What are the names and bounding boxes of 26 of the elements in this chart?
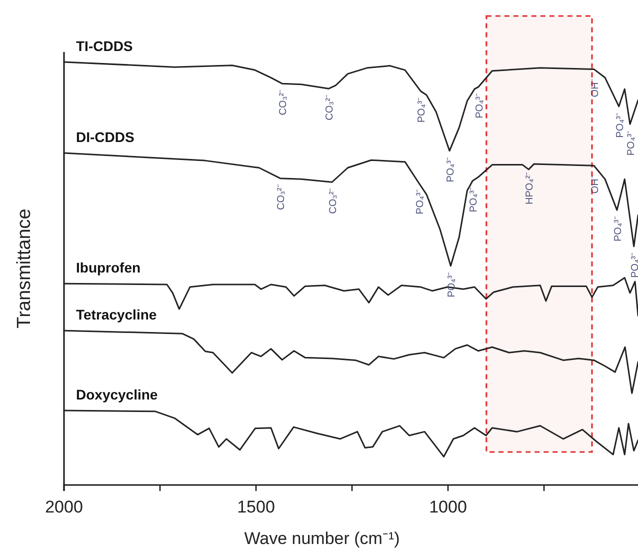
annotation: PO₄³⁻ xyxy=(626,130,638,156)
x-tick-label: 2000 xyxy=(45,498,83,517)
annotation: HPO₄²⁻ xyxy=(524,171,536,204)
annotation: PO₄³⁻ xyxy=(446,156,457,182)
annotation: CO₃²⁻ xyxy=(278,88,290,116)
y-axis-title: Transmittance xyxy=(14,208,35,328)
series-label: Doxycycline xyxy=(76,386,158,403)
x-tick-label: 1000 xyxy=(429,498,467,517)
annotation: PO₄³⁻ xyxy=(474,92,486,118)
series-label: DI-CDDS xyxy=(76,128,134,145)
annotation: OH⁻ xyxy=(590,174,601,194)
annotation: CO₃²⁻ xyxy=(276,184,288,210)
annotation: PO₄³⁻ xyxy=(446,271,458,298)
series-label: Ibuprofen xyxy=(76,260,141,276)
annotation: PO₄³⁻ xyxy=(414,188,426,214)
annotation: CO₃²⁻ xyxy=(324,94,336,120)
annotation: OH⁻ xyxy=(590,78,601,98)
x-tick-label: 1500 xyxy=(237,498,275,517)
x-axis-title: Wave number (cm⁻¹) xyxy=(244,529,400,548)
annotation: PO₄³⁻ xyxy=(468,186,480,212)
annotation: CO₃²⁻ xyxy=(328,187,340,214)
annotation: PO₄³⁻ xyxy=(612,216,624,242)
series-label: Tetracycline xyxy=(76,306,157,323)
annotation: PO₄³⁻ xyxy=(416,96,428,123)
series-label: TI-CDDS xyxy=(76,38,133,54)
annotation: PO₄³⁻ xyxy=(614,112,626,138)
